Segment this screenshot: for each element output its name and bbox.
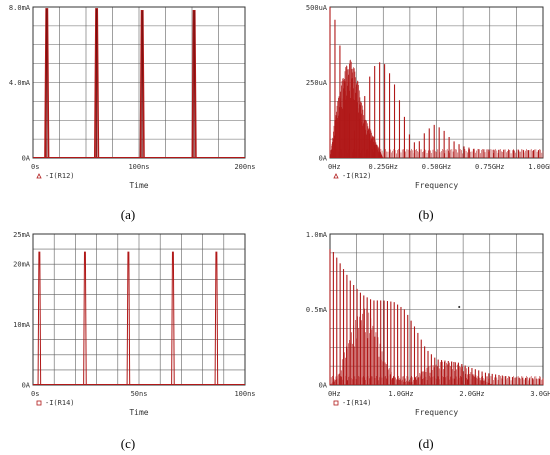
x-tick-label: 2.0GHz [459, 390, 484, 398]
chart-panel-b: 0A 250uA 500uA 0Hz 0.25GHz 0.50GHz 0.75GHz 1.00… [306, 4, 550, 222]
pulse-5 [214, 251, 219, 386]
y-tick-label: 8.0mA [9, 4, 31, 12]
y-tick-label: 0A [319, 155, 328, 163]
x-axis-title: Time [129, 181, 148, 190]
legend-marker-square-icon [333, 400, 339, 406]
legend-label: -I(R14) [45, 399, 75, 407]
pulse-2 [83, 251, 87, 386]
x-axis-title: Time [129, 408, 148, 417]
x-axis-title: Frequency [415, 181, 459, 190]
data-traces [329, 7, 544, 158]
x-tick-label: 1.0GHz [388, 390, 413, 398]
y-tick-label: 25mA [13, 231, 31, 239]
x-tick-label: 3.0GHz [530, 390, 550, 398]
legend: -I(R12) [333, 172, 372, 180]
legend: -I(R12) [36, 172, 75, 180]
panel-caption: (c) [121, 436, 135, 451]
chart-panel-d: 0A 0.5mA 1.0mA 0Hz 1.0GHz 2.0GHz 3.0GHz Frequen… [306, 231, 550, 451]
chart-panel-c: 0A 10mA 20mA 25mA 0s 50ns 100ns Time -I(R14) (c) [13, 231, 255, 451]
y-tick-label: 0A [22, 382, 31, 390]
legend-marker-triangle-icon [333, 173, 339, 179]
x-tick-label: 0Hz [328, 163, 341, 171]
y-tick-label: 10mA [13, 321, 31, 329]
grid [33, 234, 245, 385]
y-tick-label: 500uA [306, 4, 328, 12]
x-tick-label: 0.50GHz [422, 163, 452, 171]
x-tick-label: 0Hz [328, 390, 341, 398]
y-tick-label: 20mA [13, 261, 31, 269]
pulse-1 [37, 251, 42, 386]
legend-label: -I(R12) [45, 172, 75, 180]
y-tick-label: 250uA [306, 79, 328, 87]
data-traces [329, 249, 544, 385]
data-traces [33, 251, 245, 386]
x-tick-label: 100ns [234, 390, 255, 398]
panel-caption: (b) [418, 207, 433, 222]
panel-caption: (a) [121, 207, 135, 222]
legend-marker-triangle-icon [36, 173, 42, 179]
pulse-4 [171, 251, 175, 386]
pulse-3 [126, 251, 131, 386]
x-tick-label: 0.25GHz [368, 163, 398, 171]
y-tick-label: 0A [22, 155, 31, 163]
data-traces [33, 8, 245, 159]
y-tick-label: 0.5mA [306, 306, 328, 314]
x-axis-title: Frequency [415, 408, 459, 417]
y-tick-label: 1.0mA [306, 231, 328, 239]
y-tick-label: 0A [319, 382, 328, 390]
chart-panel-a: 0A 4.0mA 8.0mA 0s 100ns 200ns Time -I(R12) (a) [9, 4, 256, 222]
x-tick-label: 1.00GHz [528, 163, 550, 171]
legend-label: -I(R14) [342, 399, 372, 407]
grid [33, 7, 245, 158]
grid [330, 234, 543, 385]
x-tick-label: 100ns [128, 163, 149, 171]
panel-caption: (d) [418, 436, 433, 451]
legend: -I(R14) [36, 399, 75, 407]
x-tick-label: 0.75GHz [475, 163, 505, 171]
legend-label: -I(R12) [342, 172, 372, 180]
annotation-dot: • [457, 304, 461, 312]
y-tick-label: 4.0mA [9, 79, 31, 87]
legend-marker-square-icon [36, 400, 42, 406]
x-tick-label: 0s [31, 163, 39, 171]
x-tick-label: 0s [31, 390, 39, 398]
x-tick-label: 200ns [234, 163, 255, 171]
x-tick-label: 50ns [131, 390, 148, 398]
grid [330, 7, 543, 158]
legend: -I(R14) [333, 399, 372, 407]
